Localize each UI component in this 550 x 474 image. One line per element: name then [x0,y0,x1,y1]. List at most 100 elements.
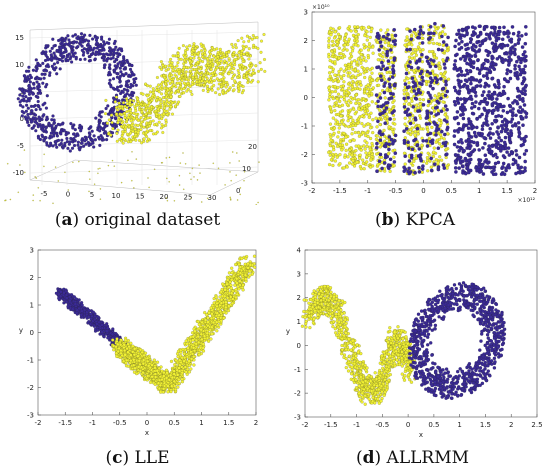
roll-point-yellow [199,42,203,46]
band-point-yellow [366,122,370,126]
floor-point [99,167,101,170]
band-point-yellow [343,43,347,47]
floor-point [111,159,114,162]
band-point-yellow [365,141,369,145]
band-point-yellow [435,95,439,100]
roll-point-purple [44,136,48,140]
band-point-purple [377,48,381,52]
band-point-purple [457,149,461,153]
y-tick-label: -3 [27,412,34,420]
band-point-purple [403,154,407,158]
roll-point-yellow [155,122,158,126]
band-point-yellow [327,77,331,81]
band-point-purple [470,101,475,106]
band-point-yellow [383,117,387,121]
roll-point-yellow [111,127,115,131]
roll-point-purple [22,74,27,78]
band-point-yellow [334,55,338,59]
floor-point [166,177,168,180]
roll-point-yellow [234,58,238,61]
band-point-purple [479,169,483,174]
band-point-purple [473,53,477,58]
band-point-purple [481,146,485,150]
band-point-yellow [409,161,413,165]
roll-point-yellow [115,95,118,99]
band-point-purple [387,147,391,152]
band-point-purple [408,121,413,126]
roll-point-yellow [107,118,111,122]
roll-point-yellow [120,121,124,125]
band-point-purple [480,132,484,136]
band-point-purple [505,51,509,56]
band-point-yellow [354,75,358,79]
band-point-yellow [360,106,364,110]
lle-point-purple [111,327,115,331]
band-point-purple [456,140,461,144]
band-point-purple [465,71,470,76]
band-point-purple [500,119,505,124]
band-point-purple [417,170,422,174]
band-point-purple [402,96,406,101]
roll-point-purple [107,65,111,70]
band-point-yellow [358,72,362,76]
band-point-purple [380,60,384,65]
roll-point-purple [126,89,130,93]
caption-b: (b) KPCA [374,210,455,230]
roll-point-yellow [144,112,148,116]
band-point-yellow [427,28,431,32]
roll-point-yellow [242,74,246,77]
x-tick-label: 20 [160,193,169,201]
roll-point-purple [86,140,90,145]
roll-point-purple [102,56,106,60]
roll-point-yellow [151,91,155,94]
floor-point [236,199,239,201]
band-point-yellow [407,81,411,85]
band-point-yellow [413,149,417,153]
band-point-purple [432,162,437,166]
lle-point-purple [59,290,63,294]
roll-point-yellow [138,139,141,142]
band-point-purple [505,110,510,115]
roll-point-yellow [230,42,234,46]
band-point-purple [517,64,521,69]
band-point-purple [391,140,395,145]
roll-point-purple [32,82,36,86]
band-point-purple [390,111,394,115]
band-point-purple [404,127,409,131]
roll-point-yellow [176,77,180,81]
roll-point-yellow [145,139,149,143]
roll-point-yellow [105,121,109,125]
band-point-yellow [440,144,444,149]
band-point-yellow [344,33,348,37]
band-point-purple [436,165,441,169]
roll-point-yellow [174,104,177,108]
band-point-purple [491,132,495,136]
band-point-purple [482,106,486,111]
band-point-purple [452,99,457,104]
band-point-yellow [425,125,429,129]
roll-point-yellow [125,110,129,114]
band-point-purple [426,90,431,95]
band-point-purple [408,47,412,52]
band-point-yellow [339,67,343,71]
roll-point-yellow [177,46,181,50]
band-point-purple [486,59,490,64]
roll-point-purple [45,82,49,87]
roll-point-yellow [248,36,252,40]
band-point-purple [388,157,393,162]
roll-point-yellow [164,82,167,86]
band-point-purple [379,78,384,82]
roll-point-yellow [120,124,123,128]
roll-point-purple [30,109,34,113]
band-point-yellow [347,86,351,90]
roll-point-yellow [250,37,254,41]
band-point-purple [481,162,485,167]
roll-point-yellow [225,53,229,57]
band-point-purple [375,169,379,173]
roll-point-yellow [155,112,159,116]
band-point-purple [453,59,458,63]
band-point-purple [408,29,412,33]
band-point-purple [434,113,438,117]
roll-point-yellow [151,119,155,123]
band-point-purple [428,36,432,40]
